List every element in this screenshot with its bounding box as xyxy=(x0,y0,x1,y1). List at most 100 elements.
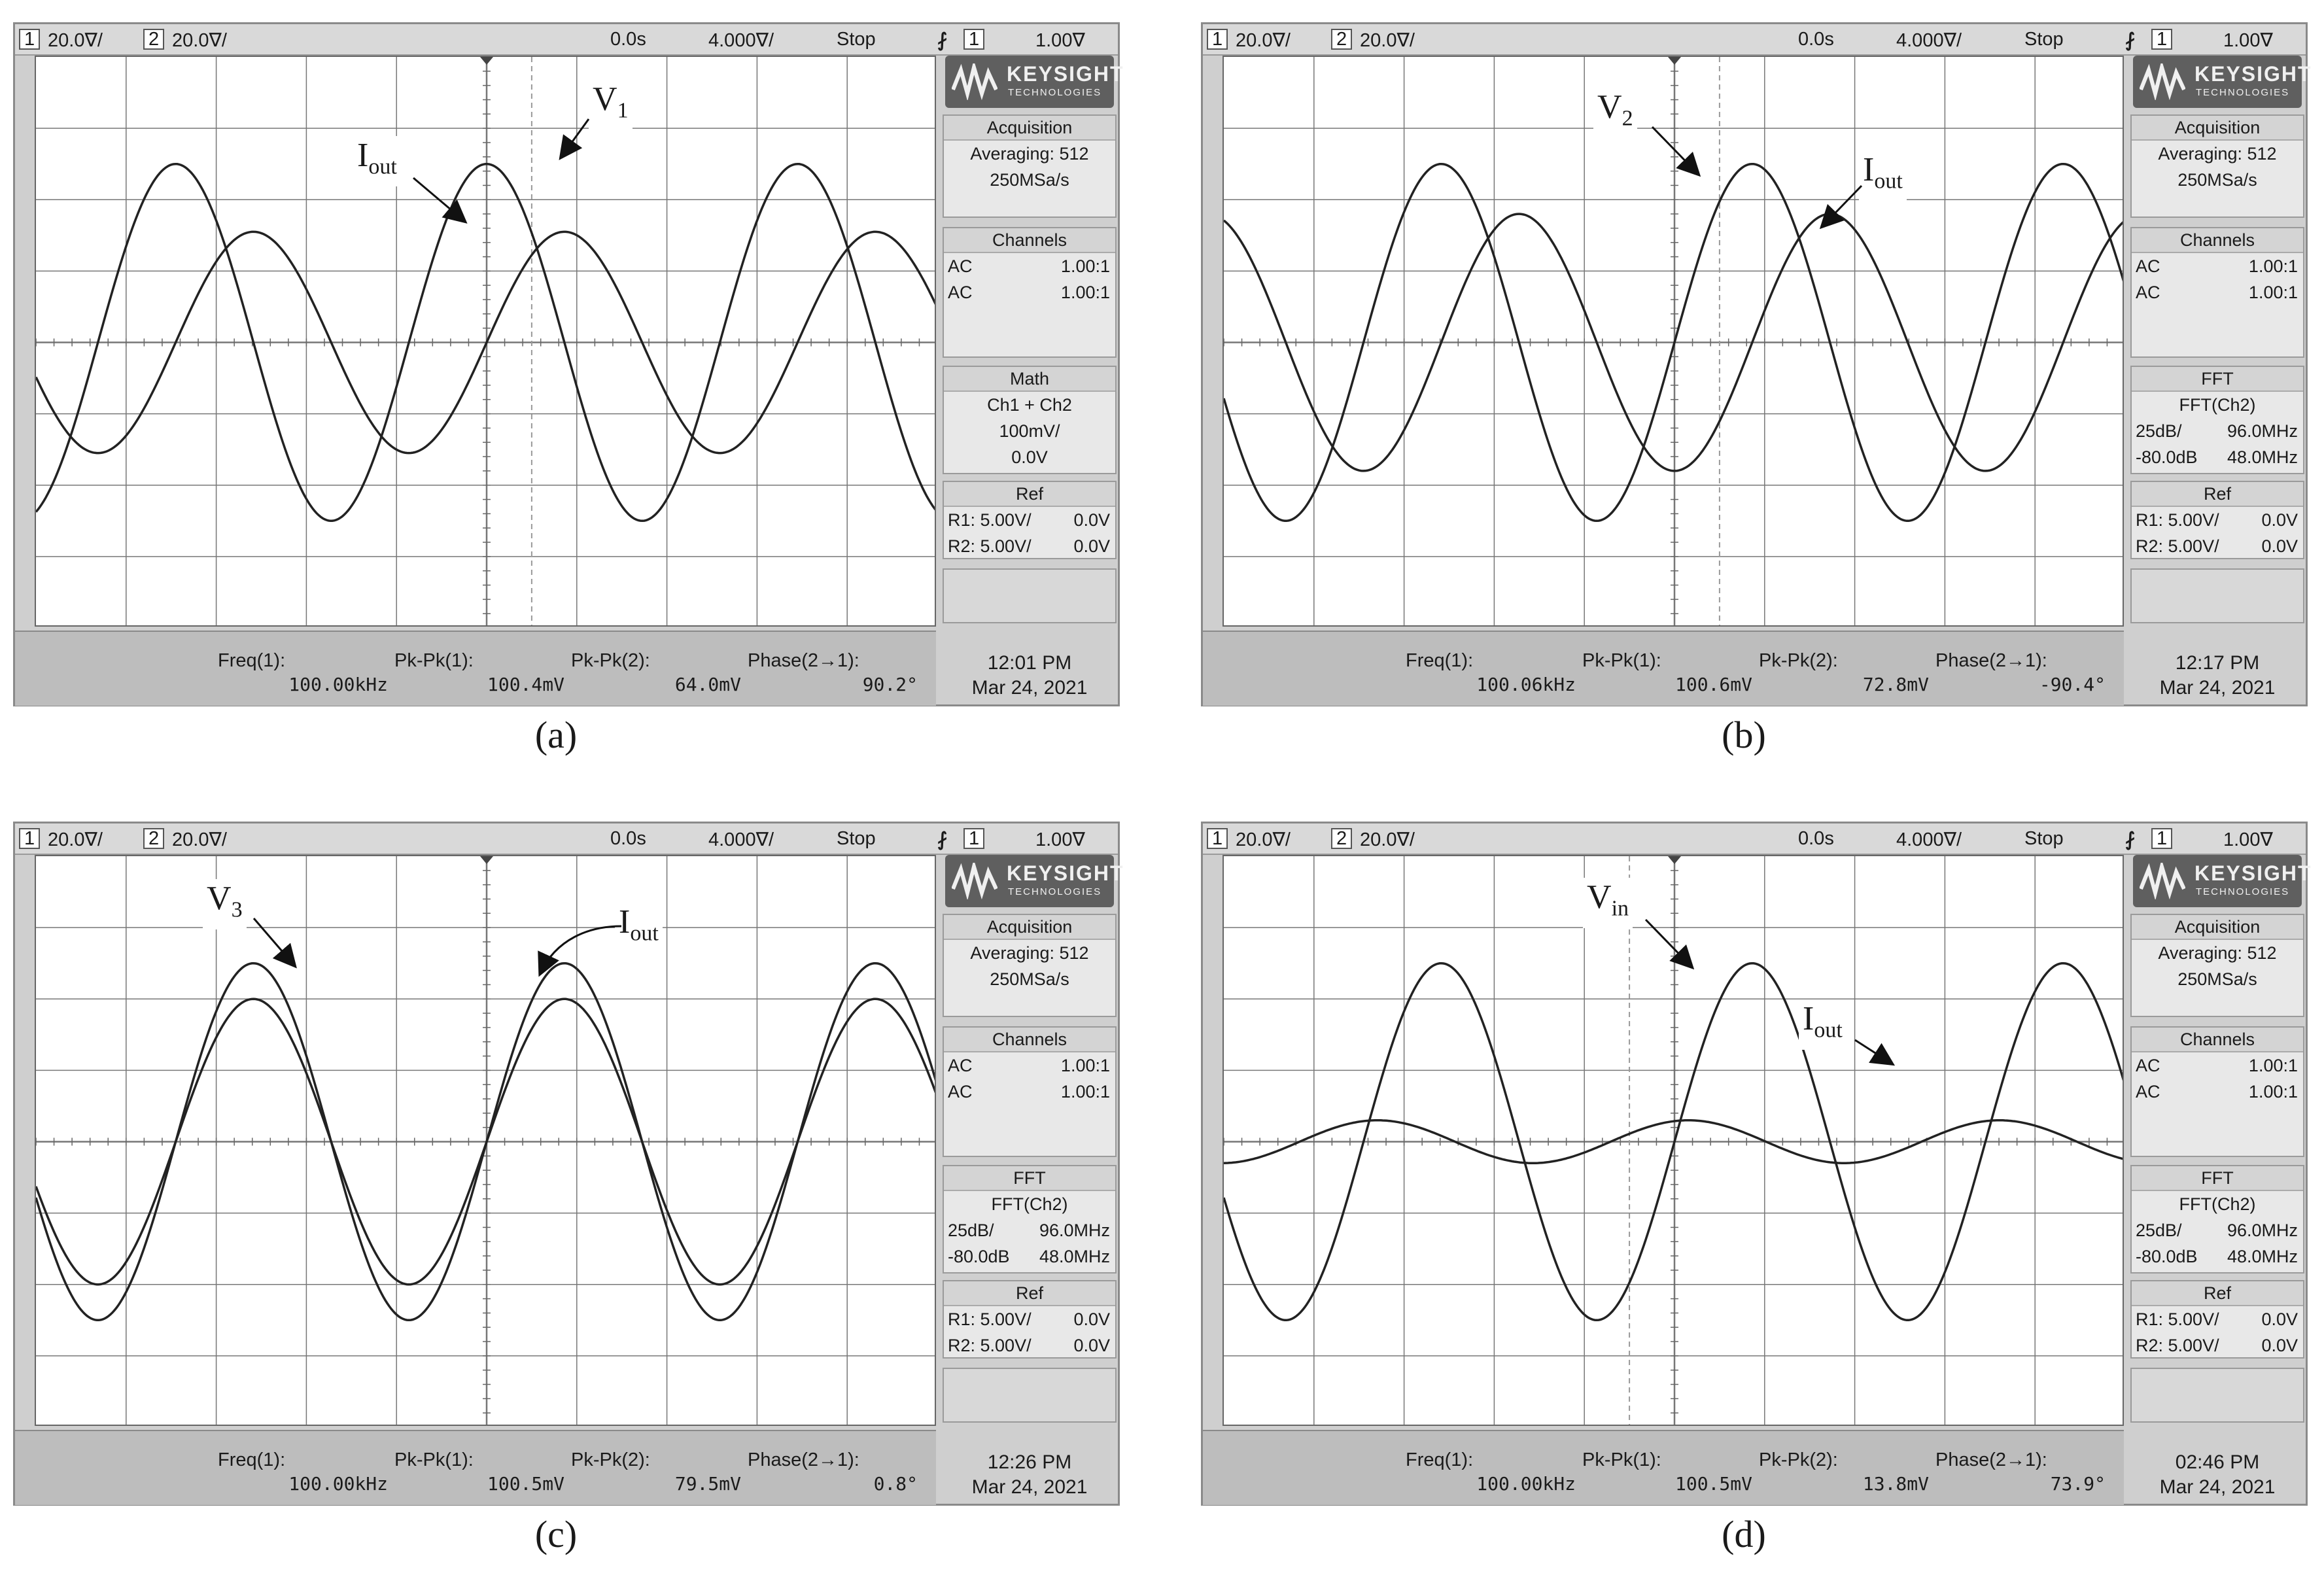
status-bar: 1 20.0∇/ 2 20.0∇/ 0.0s 4.000∇/ Stop ⨏ 1 … xyxy=(1203,823,2306,855)
ref-box[interactable]: Ref R1: 5.00V/0.0V R2: 5.00V/0.0V xyxy=(943,1280,1117,1359)
channel1-scale[interactable]: 20.0∇/ xyxy=(48,30,103,51)
channel1-scale[interactable]: 20.0∇/ xyxy=(48,829,103,850)
acquisition-box[interactable]: Acquisition Averaging: 512 250MSa/s xyxy=(943,914,1117,1017)
measurement-phase[interactable]: Phase(2→1): 0.8° xyxy=(748,1449,918,1495)
channels-box[interactable]: Channels AC 1.00:1 AC 1.00:1 xyxy=(2130,227,2304,358)
channel1-button[interactable]: 1 xyxy=(19,29,41,50)
fft-box[interactable]: FFT FFT(Ch2) 25dB/96.0MHz -80.0dB 48.0MHz xyxy=(943,1165,1117,1274)
channel2-button[interactable]: 2 xyxy=(143,29,165,50)
acquisition-box[interactable]: Acquisition Averaging: 512 250MSa/s xyxy=(2130,114,2304,218)
timebase-readout[interactable]: 4.000∇/ xyxy=(1896,829,1962,850)
channel1-button[interactable]: 1 xyxy=(1207,828,1228,849)
math-box[interactable]: Math Ch1 + Ch2 100mV/ 0.0V xyxy=(943,366,1117,474)
run-state[interactable]: Stop xyxy=(837,828,876,849)
trigger-source[interactable]: 1 xyxy=(2151,29,2173,50)
channel1-button[interactable]: 1 xyxy=(1207,29,1228,50)
voltage-trace xyxy=(36,162,935,523)
timebase-readout[interactable]: 4.000∇/ xyxy=(708,829,774,850)
channel1-scale[interactable]: 20.0∇/ xyxy=(1236,829,1291,850)
keysight-wave-icon xyxy=(952,63,997,100)
side-panel: KEYSIGHT TECHNOLOGIES Acquisition Averag… xyxy=(943,855,1123,1426)
side-blank-box xyxy=(943,568,1117,623)
channel1-scale[interactable]: 20.0∇/ xyxy=(1236,30,1291,51)
trigger-edge-icon: ⨏ xyxy=(2125,30,2136,51)
trigger-marker xyxy=(480,856,493,864)
fft-box[interactable]: FFT FFT(Ch2) 25dB/96.0MHz -80.0dB 48.0MHz xyxy=(2130,366,2304,474)
channel2-button[interactable]: 2 xyxy=(1331,828,1353,849)
channel2-button[interactable]: 2 xyxy=(143,828,165,849)
channel1-button[interactable]: 1 xyxy=(19,828,41,849)
graticule xyxy=(1224,856,2123,1425)
measurement-pkpk2[interactable]: Pk-Pk(2): 72.8mV xyxy=(1759,650,1929,695)
oscilloscope-screenshot: 1 20.0∇/ 2 20.0∇/ 0.0s 4.000∇/ Stop ⨏ 1 … xyxy=(13,822,1123,1506)
measurement-phase[interactable]: Phase(2→1): 73.9° xyxy=(1935,1449,2106,1495)
measurement-pkpk1[interactable]: Pk-Pk(1): 100.5mV xyxy=(394,1449,564,1495)
ref-box[interactable]: Ref R1: 5.00V/0.0V R2: 5.00V/0.0V xyxy=(2130,481,2304,559)
trigger-level[interactable]: 1.00∇ xyxy=(1035,829,1085,850)
trigger-source[interactable]: 1 xyxy=(963,29,985,50)
scope-panel-a: 1 20.0∇/ 2 20.0∇/ 0.0s 4.000∇/ Stop ⨏ 1 … xyxy=(13,22,1123,706)
channels-box[interactable]: Channels AC 1.00:1 AC 1.00:1 xyxy=(943,1026,1117,1157)
clock-date: Mar 24, 2021 xyxy=(2159,1476,2276,1498)
side-panel: KEYSIGHT TECHNOLOGIES Acquisition Averag… xyxy=(943,56,1123,627)
fft-box[interactable]: FFT FFT(Ch2) 25dB/96.0MHz -80.0dB 48.0MHz xyxy=(2130,1165,2304,1274)
measurement-freq[interactable]: Freq(1): 100.00kHz xyxy=(1406,1449,1576,1495)
measurement-freq[interactable]: Freq(1): 100.06kHz xyxy=(1406,650,1576,695)
run-state[interactable]: Stop xyxy=(837,29,876,50)
measurement-bar: Freq(1): 100.00kHz Pk-Pk(1): 100.5mV Pk-Pk… xyxy=(1203,1430,2124,1505)
voltage-trace xyxy=(1224,962,2123,1322)
measurement-pkpk2[interactable]: Pk-Pk(2): 79.5mV xyxy=(571,1449,741,1495)
clock: 12:01 PM Mar 24, 2021 xyxy=(943,651,1117,701)
measurement-pkpk1[interactable]: Pk-Pk(1): 100.6mV xyxy=(1582,650,1752,695)
graticule xyxy=(36,856,935,1425)
status-bar: 1 20.0∇/ 2 20.0∇/ 0.0s 4.000∇/ Stop ⨏ 1 … xyxy=(1203,24,2306,56)
run-state[interactable]: Stop xyxy=(2024,828,2064,849)
trigger-level[interactable]: 1.00∇ xyxy=(2223,30,2273,51)
current-trace xyxy=(1224,1119,2123,1164)
acquisition-box[interactable]: Acquisition Averaging: 512 250MSa/s xyxy=(943,114,1117,218)
trigger-source[interactable]: 1 xyxy=(963,828,985,849)
delay-readout: 0.0s xyxy=(1798,828,1834,849)
keysight-logo: KEYSIGHT TECHNOLOGIES xyxy=(945,855,1123,907)
side-blank-box xyxy=(2130,568,2304,623)
measurement-pkpk1[interactable]: Pk-Pk(1): 100.5mV xyxy=(1582,1449,1752,1495)
measurement-pkpk2[interactable]: Pk-Pk(2): 64.0mV xyxy=(571,650,741,695)
measurement-freq[interactable]: Freq(1): 100.00kHz xyxy=(218,650,388,695)
caption-a: (a) xyxy=(534,714,578,756)
ref-box[interactable]: Ref R1: 5.00V/0.0V R2: 5.00V/0.0V xyxy=(943,481,1117,559)
measurement-pkpk1[interactable]: Pk-Pk(1): 100.4mV xyxy=(394,650,564,695)
channel2-scale[interactable]: 20.0∇/ xyxy=(172,829,227,850)
channel2-button[interactable]: 2 xyxy=(1331,29,1353,50)
timebase-readout[interactable]: 4.000∇/ xyxy=(1896,30,1962,51)
measurement-phase[interactable]: Phase(2→1): 90.2° xyxy=(748,650,918,695)
scope-panel-d: 1 20.0∇/ 2 20.0∇/ 0.0s 4.000∇/ Stop ⨏ 1 … xyxy=(1201,822,2311,1506)
timebase-readout[interactable]: 4.000∇/ xyxy=(708,30,774,51)
channels-box[interactable]: Channels AC 1.00:1 AC 1.00:1 xyxy=(943,227,1117,358)
measurement-pkpk2[interactable]: Pk-Pk(2): 13.8mV xyxy=(1759,1449,1929,1495)
run-state[interactable]: Stop xyxy=(2024,29,2064,50)
measurement-freq[interactable]: Freq(1): 100.00kHz xyxy=(218,1449,388,1495)
delay-readout: 0.0s xyxy=(1798,29,1834,50)
channel2-scale[interactable]: 20.0∇/ xyxy=(172,30,227,51)
annotation-arrows xyxy=(252,918,622,977)
ref-box[interactable]: Ref R1: 5.00V/0.0V R2: 5.00V/0.0V xyxy=(2130,1280,2304,1359)
trigger-source[interactable]: 1 xyxy=(2151,828,2173,849)
acquisition-box[interactable]: Acquisition Averaging: 512 250MSa/s xyxy=(2130,914,2304,1017)
keysight-wave-icon xyxy=(2140,863,2185,899)
clock-time: 02:46 PM xyxy=(2175,1451,2260,1473)
annotation-arrows xyxy=(1644,918,1896,1066)
clock-time: 12:26 PM xyxy=(987,1451,1072,1473)
channel2-scale[interactable]: 20.0∇/ xyxy=(1360,30,1415,51)
clock-time: 12:01 PM xyxy=(987,652,1072,674)
delay-readout: 0.0s xyxy=(610,29,646,50)
channel2-scale[interactable]: 20.0∇/ xyxy=(1360,829,1415,850)
status-bar: 1 20.0∇/ 2 20.0∇/ 0.0s 4.000∇/ Stop ⨏ 1 … xyxy=(15,823,1118,855)
measurement-phase[interactable]: Phase(2→1): -90.4° xyxy=(1935,650,2106,695)
current-trace xyxy=(36,997,935,1286)
scope-panel-b: 1 20.0∇/ 2 20.0∇/ 0.0s 4.000∇/ Stop ⨏ 1 … xyxy=(1201,22,2311,706)
clock-date: Mar 24, 2021 xyxy=(2159,677,2276,699)
channels-box[interactable]: Channels AC 1.00:1 AC 1.00:1 xyxy=(2130,1026,2304,1157)
trigger-level[interactable]: 1.00∇ xyxy=(1035,30,1085,51)
label-voltage: Vin xyxy=(1583,878,1633,929)
trigger-level[interactable]: 1.00∇ xyxy=(2223,829,2273,850)
